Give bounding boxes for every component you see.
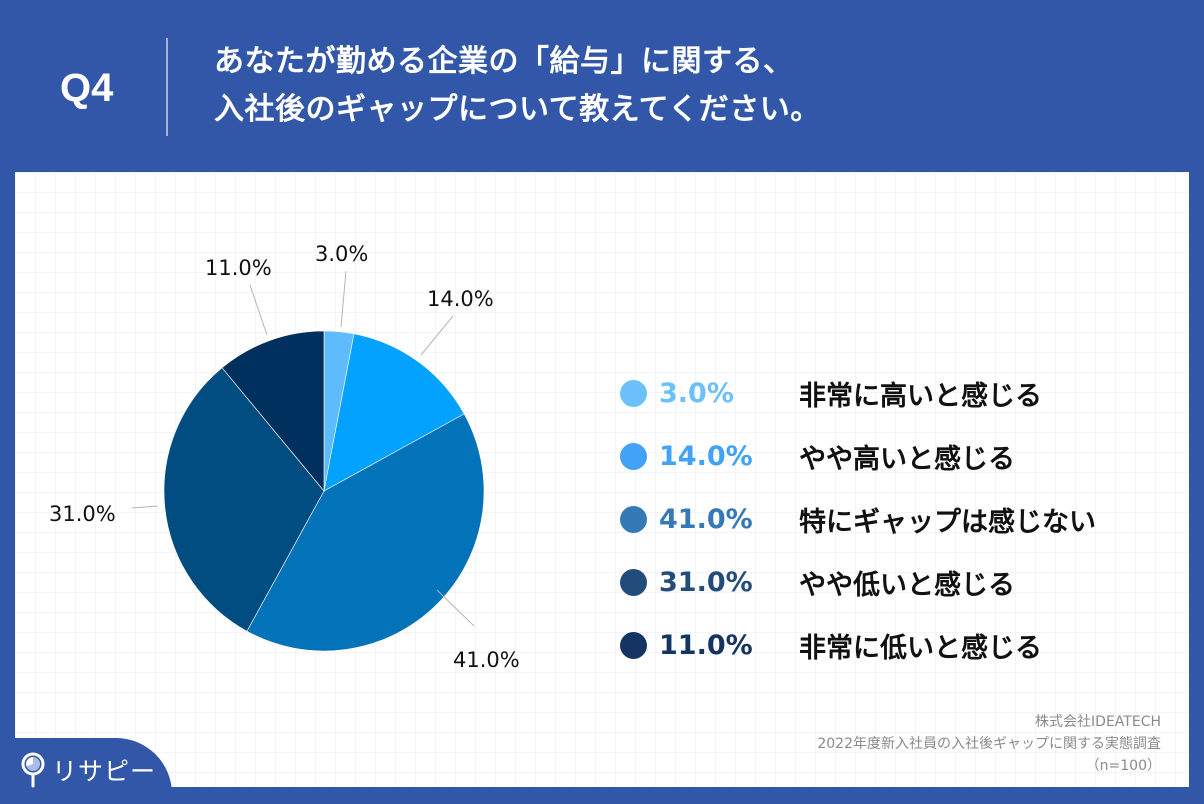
source-sample: （n=100） bbox=[1085, 758, 1161, 774]
title-line-1: あなたが勤める企業の「給与」に関する、 bbox=[214, 44, 794, 79]
legend-item: 14.0% やや高いと感じる bbox=[620, 425, 1096, 488]
chart-card: 3.0% 14.0% 41.0% 31.0% 11.0% 3.0% 非常に高いと… bbox=[15, 172, 1189, 787]
source-survey: 2022年度新入社員の入社後ギャップに関する実態調査 bbox=[817, 736, 1161, 752]
legend-percent: 41.0% bbox=[659, 504, 753, 535]
question-number: Q4 bbox=[60, 66, 114, 110]
logo-text: リサピー bbox=[52, 757, 157, 786]
pie-label-somewhat-low: 31.0% bbox=[49, 502, 116, 526]
legend-item: 11.0% 非常に低いと感じる bbox=[620, 614, 1096, 677]
header-divider bbox=[166, 38, 168, 136]
legend-label: 非常に低いと感じる bbox=[799, 633, 1042, 664]
legend-percent: 14.0% bbox=[659, 441, 753, 472]
pie-label-no-gap: 41.0% bbox=[453, 648, 520, 672]
legend-label: 非常に高いと感じる bbox=[799, 381, 1042, 412]
pie-label-very-low: 11.0% bbox=[205, 256, 272, 280]
pie-label-very-high: 3.0% bbox=[315, 242, 369, 266]
legend-percent: 11.0% bbox=[659, 630, 753, 661]
source-note: 株式会社IDEATECH 2022年度新入社員の入社後ギャップに関する実態調査 … bbox=[817, 711, 1161, 777]
legend-dot-icon bbox=[620, 380, 647, 407]
magnifier-pie-icon bbox=[21, 752, 45, 788]
header: Q4 あなたが勤める企業の「給与」に関する、 入社後のギャップについて教えてくだ… bbox=[0, 0, 1204, 172]
pie-slice bbox=[246, 413, 485, 652]
legend-item: 3.0% 非常に高いと感じる bbox=[620, 362, 1096, 425]
pie-slice bbox=[323, 333, 465, 492]
legend-label: やや低いと感じる bbox=[799, 570, 1015, 601]
legend-dot-icon bbox=[620, 443, 647, 470]
pie-slice bbox=[221, 330, 325, 492]
legend-dot-icon bbox=[620, 506, 647, 533]
legend-percent: 3.0% bbox=[659, 378, 734, 409]
legend-percent: 31.0% bbox=[659, 567, 753, 598]
legend: 3.0% 非常に高いと感じる 14.0% やや高いと感じる 41.0% 特にギャ… bbox=[620, 362, 1096, 677]
legend-dot-icon bbox=[620, 632, 647, 659]
legend-label: やや高いと感じる bbox=[799, 444, 1015, 475]
leader-lines bbox=[131, 270, 475, 627]
legend-item: 31.0% やや低いと感じる bbox=[620, 551, 1096, 614]
source-company: 株式会社IDEATECH bbox=[1035, 714, 1161, 730]
legend-label: 特にギャップは感じない bbox=[799, 507, 1096, 538]
logo: リサピー bbox=[20, 752, 156, 788]
question-title: あなたが勤める企業の「給与」に関する、 入社後のギャップについて教えてください。 bbox=[214, 38, 821, 134]
pie-slices bbox=[163, 330, 485, 652]
pie-label-somewhat-high: 14.0% bbox=[427, 287, 494, 311]
pie-chart bbox=[131, 270, 485, 652]
title-line-2: 入社後のギャップについて教えてください。 bbox=[214, 92, 821, 127]
legend-dot-icon bbox=[620, 569, 647, 596]
pie-slice bbox=[163, 367, 325, 632]
legend-item: 41.0% 特にギャップは感じない bbox=[620, 488, 1096, 551]
logo-tab bbox=[0, 738, 172, 804]
